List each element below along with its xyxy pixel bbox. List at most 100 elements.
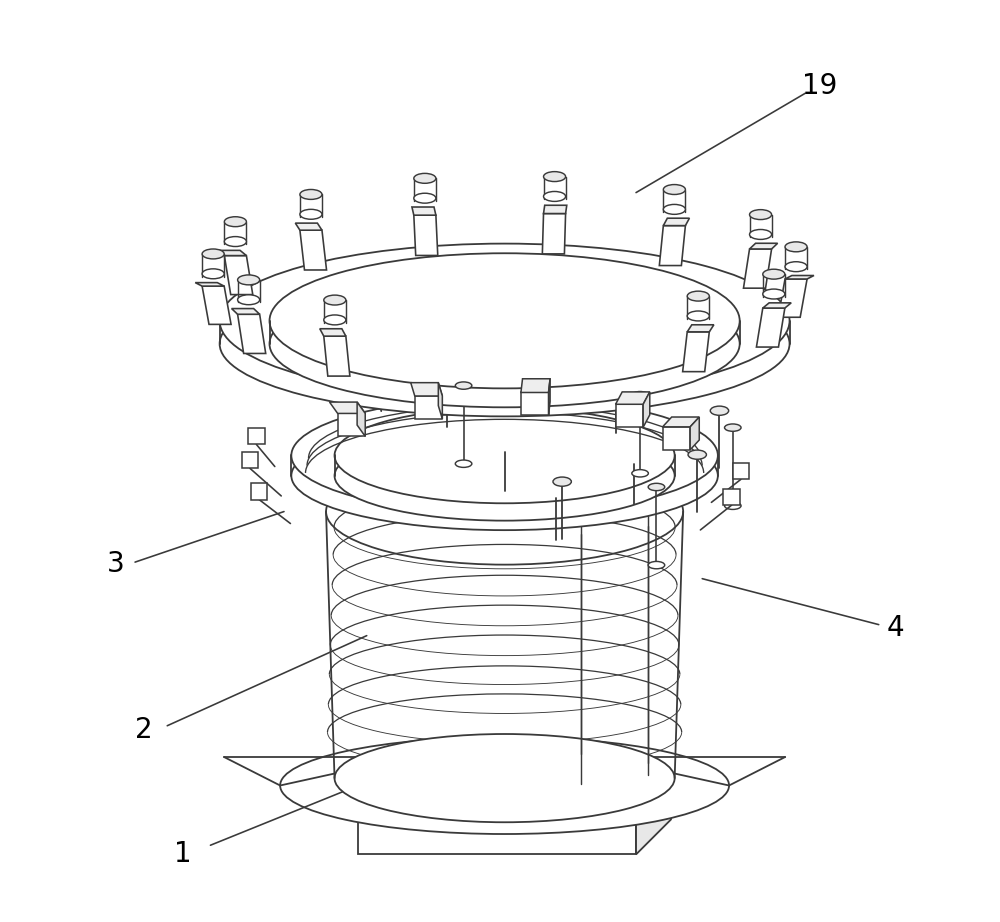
Polygon shape [723, 489, 740, 505]
Polygon shape [358, 762, 671, 797]
Ellipse shape [300, 190, 322, 199]
Polygon shape [663, 219, 689, 226]
Polygon shape [756, 308, 785, 347]
Polygon shape [357, 402, 365, 436]
Polygon shape [412, 207, 436, 215]
Text: 1: 1 [174, 841, 192, 869]
Polygon shape [544, 206, 567, 214]
Ellipse shape [648, 483, 665, 491]
Polygon shape [663, 417, 699, 427]
Ellipse shape [632, 469, 648, 477]
Polygon shape [224, 255, 253, 295]
Polygon shape [636, 762, 671, 855]
Ellipse shape [238, 275, 260, 285]
Ellipse shape [335, 408, 675, 503]
Polygon shape [232, 309, 260, 314]
Ellipse shape [270, 280, 740, 408]
Polygon shape [733, 463, 749, 479]
Text: 4: 4 [886, 614, 904, 643]
Ellipse shape [725, 424, 741, 431]
Polygon shape [324, 337, 350, 376]
Ellipse shape [224, 237, 246, 246]
Polygon shape [251, 483, 267, 500]
Ellipse shape [785, 262, 807, 272]
Polygon shape [643, 392, 650, 427]
Ellipse shape [687, 311, 709, 321]
Polygon shape [300, 230, 327, 270]
Ellipse shape [750, 209, 772, 219]
Polygon shape [218, 251, 246, 255]
Ellipse shape [663, 205, 685, 214]
Ellipse shape [270, 254, 740, 388]
Polygon shape [238, 314, 266, 353]
Ellipse shape [326, 458, 683, 564]
Polygon shape [687, 325, 714, 332]
Ellipse shape [324, 315, 346, 325]
Ellipse shape [455, 460, 472, 467]
Ellipse shape [687, 291, 709, 301]
Polygon shape [202, 286, 231, 325]
Ellipse shape [220, 243, 790, 398]
Ellipse shape [663, 184, 685, 195]
Ellipse shape [300, 209, 322, 219]
Polygon shape [320, 329, 346, 337]
Polygon shape [616, 404, 643, 427]
Ellipse shape [224, 217, 246, 227]
Ellipse shape [238, 295, 260, 304]
Polygon shape [750, 243, 778, 249]
Ellipse shape [280, 737, 729, 834]
Text: 2: 2 [135, 716, 152, 744]
Ellipse shape [202, 269, 224, 278]
Ellipse shape [607, 371, 625, 380]
Ellipse shape [710, 406, 729, 415]
Ellipse shape [648, 561, 665, 569]
Polygon shape [438, 383, 442, 419]
Ellipse shape [291, 397, 718, 514]
Polygon shape [778, 279, 807, 317]
Ellipse shape [414, 173, 436, 183]
Ellipse shape [438, 365, 456, 374]
Polygon shape [743, 249, 772, 289]
Polygon shape [248, 428, 265, 444]
Ellipse shape [553, 477, 571, 486]
Polygon shape [763, 302, 791, 308]
Polygon shape [358, 797, 636, 855]
Polygon shape [683, 332, 709, 372]
Polygon shape [338, 413, 365, 436]
Ellipse shape [220, 271, 790, 417]
Ellipse shape [688, 450, 706, 459]
Ellipse shape [725, 502, 741, 510]
Ellipse shape [544, 171, 566, 182]
Polygon shape [542, 214, 566, 254]
Polygon shape [295, 223, 322, 230]
Ellipse shape [335, 734, 675, 822]
Ellipse shape [202, 249, 224, 259]
Polygon shape [616, 392, 650, 404]
Ellipse shape [455, 382, 472, 389]
Polygon shape [521, 393, 549, 416]
Polygon shape [411, 383, 442, 396]
Ellipse shape [291, 421, 718, 530]
Polygon shape [785, 276, 814, 279]
Polygon shape [195, 283, 224, 286]
Polygon shape [659, 226, 685, 266]
Ellipse shape [335, 431, 675, 521]
Polygon shape [242, 452, 258, 468]
Polygon shape [415, 396, 442, 419]
Ellipse shape [324, 295, 346, 305]
Polygon shape [663, 427, 690, 450]
Text: 3: 3 [107, 550, 125, 578]
Ellipse shape [414, 194, 436, 203]
Polygon shape [521, 379, 550, 393]
Ellipse shape [763, 269, 785, 279]
Polygon shape [414, 215, 438, 255]
Text: 19: 19 [802, 72, 838, 100]
Ellipse shape [763, 290, 785, 299]
Ellipse shape [632, 392, 648, 399]
Ellipse shape [544, 192, 566, 201]
Ellipse shape [785, 242, 807, 252]
Polygon shape [690, 417, 699, 450]
Ellipse shape [750, 230, 772, 240]
Polygon shape [330, 402, 365, 413]
Polygon shape [549, 379, 550, 416]
